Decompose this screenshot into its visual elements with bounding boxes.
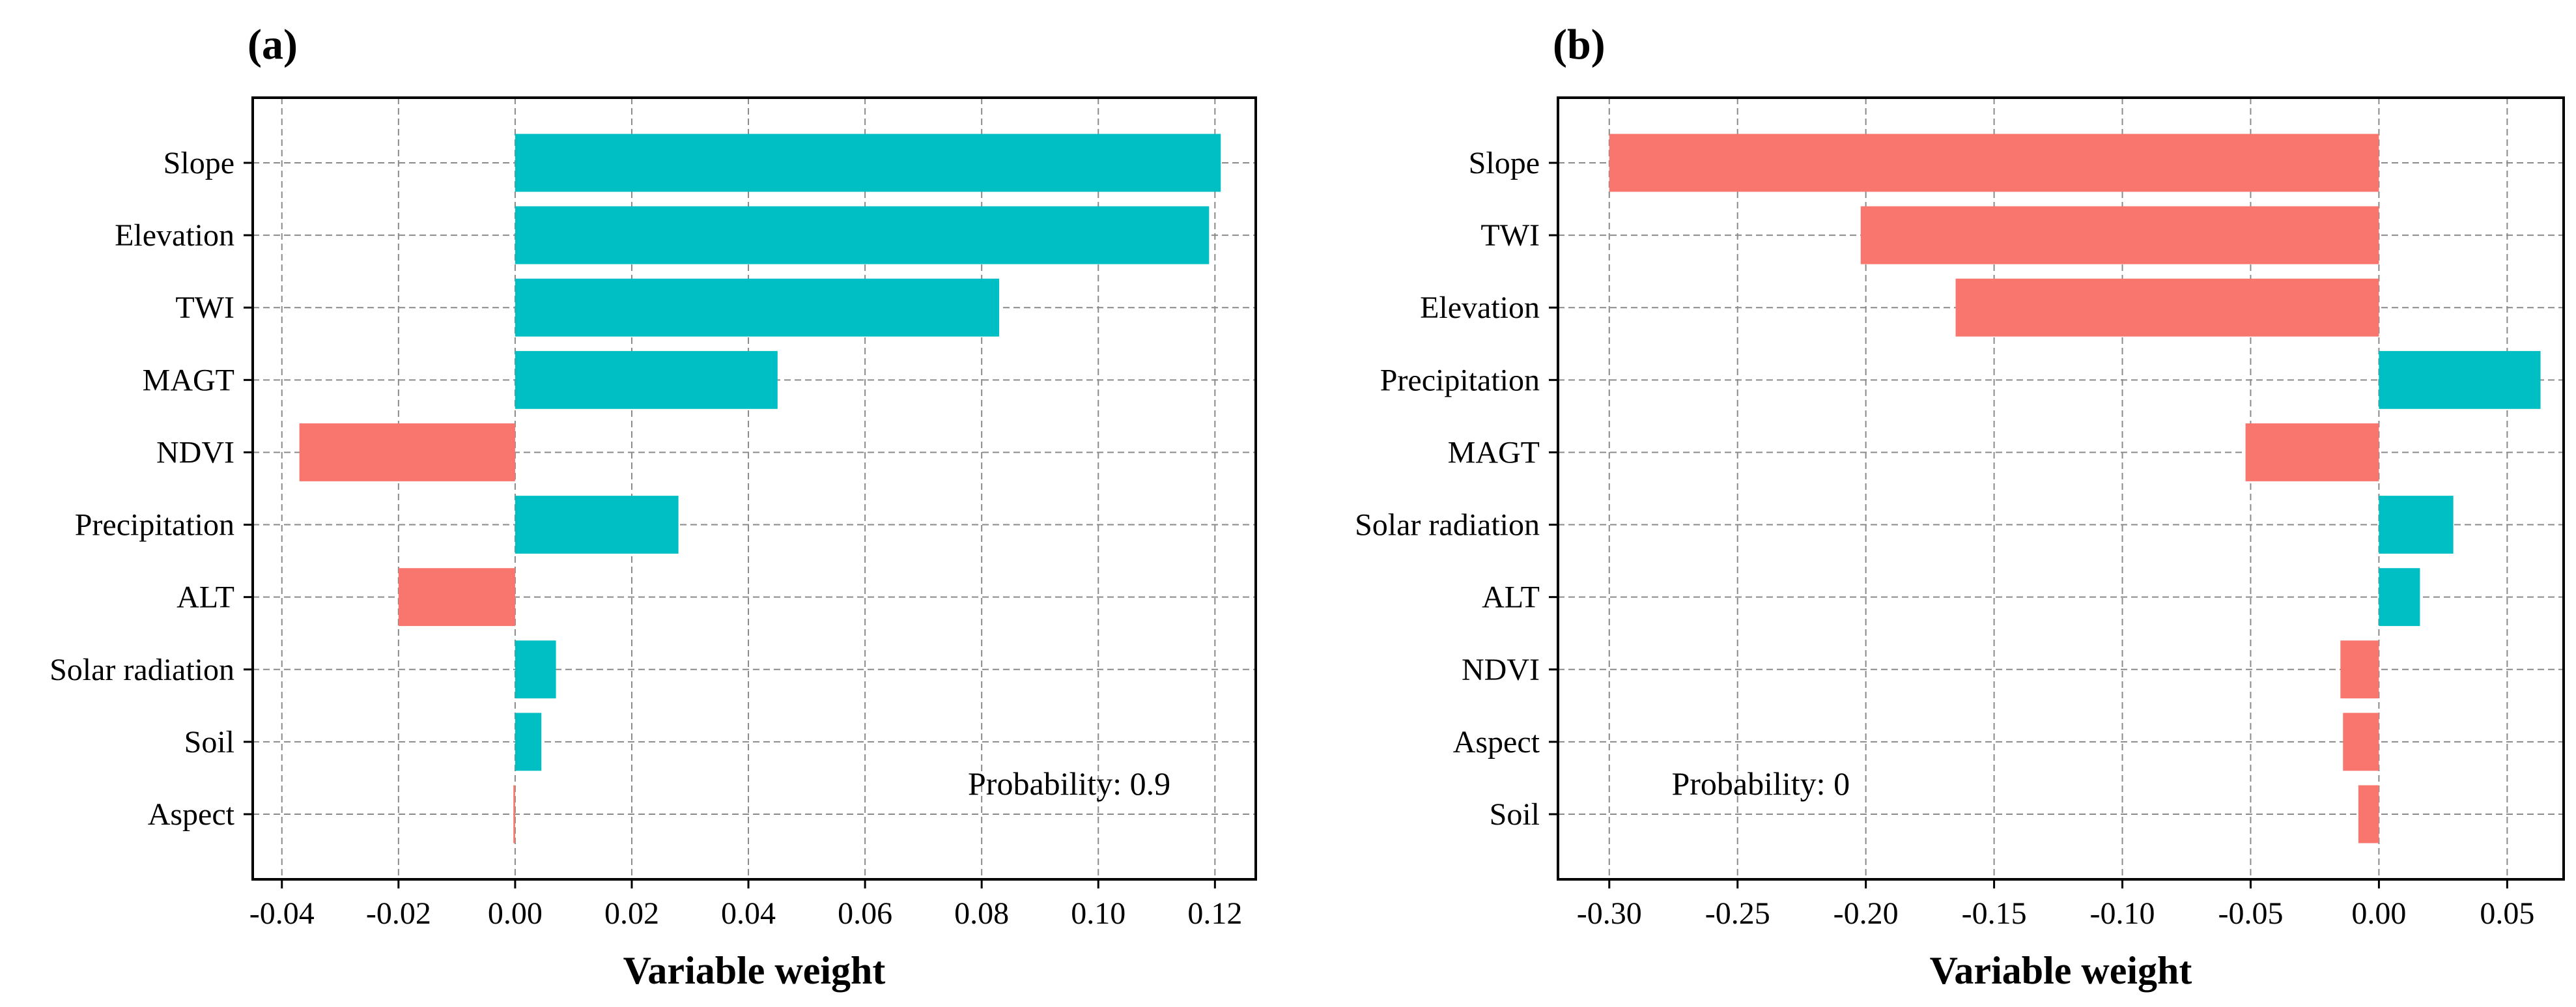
x-tick-label: 0.00 bbox=[488, 896, 543, 931]
x-tick-label: 0.10 bbox=[1071, 896, 1125, 931]
bar-ndvi bbox=[299, 423, 515, 481]
x-tick-label: -0.15 bbox=[1962, 896, 2027, 931]
bar-soil bbox=[515, 713, 542, 771]
y-tick-label: Soil bbox=[1490, 797, 1540, 832]
x-tick-label: -0.25 bbox=[1705, 896, 1770, 931]
y-tick-label: Slope bbox=[163, 146, 234, 180]
y-tick-label: Precipitation bbox=[75, 508, 234, 543]
x-tick-label: -0.02 bbox=[366, 896, 431, 931]
bar-magt bbox=[515, 350, 778, 409]
y-tick-label: MAGT bbox=[1448, 435, 1540, 470]
y-tick-label: ALT bbox=[177, 580, 234, 615]
bar-soil bbox=[2358, 785, 2379, 844]
bar-elevation bbox=[1955, 278, 2379, 337]
x-tick-label: 0.05 bbox=[2480, 896, 2534, 931]
y-tick-label: MAGT bbox=[143, 363, 234, 397]
panel-a: -0.04 -0.02 0.00 0.02 0.04 0.06 0.08 0.10 0.12 Sl… bbox=[50, 21, 1257, 992]
x-tick-label: 0.06 bbox=[838, 896, 892, 931]
y-tick-label: NDVI bbox=[156, 435, 234, 470]
bar-solar-radiation bbox=[2379, 496, 2454, 554]
x-tick-label: -0.04 bbox=[249, 896, 315, 931]
plot-frame bbox=[1557, 96, 2565, 881]
y-tick-label: Elevation bbox=[1420, 291, 1540, 325]
bar-precipitation bbox=[2379, 350, 2541, 409]
x-axis-title: Variable weight bbox=[623, 949, 886, 992]
y-tick-label: Aspect bbox=[148, 797, 235, 832]
bar-twi bbox=[1860, 206, 2379, 264]
bar-slope bbox=[1609, 134, 2379, 192]
y-tick-label: ALT bbox=[1482, 580, 1540, 615]
x-tick-label: 0.02 bbox=[604, 896, 659, 931]
bar-magt bbox=[2245, 423, 2379, 481]
y-tick-label: NDVI bbox=[1462, 653, 1540, 687]
x-tick-label: 0.04 bbox=[721, 896, 776, 931]
y-tick-label: Slope bbox=[1469, 146, 1540, 180]
panel-label: (b) bbox=[1553, 21, 1606, 68]
x-tick-label: 0.00 bbox=[2351, 896, 2406, 931]
bar-ndvi bbox=[2340, 640, 2379, 699]
bar-slope bbox=[515, 134, 1221, 192]
x-tick-label: 0.12 bbox=[1187, 896, 1242, 931]
x-tick-label: -0.05 bbox=[2218, 896, 2283, 931]
x-tick-label: 0.08 bbox=[954, 896, 1009, 931]
bar-precipitation bbox=[515, 496, 679, 554]
bar-twi bbox=[515, 278, 1000, 337]
bar-aspect bbox=[513, 785, 515, 844]
x-axis-title: Variable weight bbox=[1930, 949, 2192, 992]
y-tick-label: TWI bbox=[175, 291, 234, 325]
panel-label: (a) bbox=[248, 21, 298, 68]
x-tick-label: -0.30 bbox=[1577, 896, 1642, 931]
bar-solar-radiation bbox=[515, 640, 556, 699]
bar-alt bbox=[2379, 568, 2420, 627]
y-tick-label: Solar radiation bbox=[1355, 508, 1540, 543]
y-tick-label: Precipitation bbox=[1380, 363, 1540, 397]
x-tick-label: -0.10 bbox=[2090, 896, 2155, 931]
x-tick-label: -0.20 bbox=[1833, 896, 1899, 931]
bar-aspect bbox=[2343, 713, 2379, 771]
bar-elevation bbox=[515, 206, 1210, 264]
y-tick-label: TWI bbox=[1480, 218, 1540, 253]
plot-frame bbox=[251, 96, 1257, 881]
probability-annotation: Probability: 0.9 bbox=[968, 765, 1170, 802]
panel-b: -0.30 -0.25 -0.20 -0.15 -0.10 -0.05 0.00 0.05 Sl… bbox=[1355, 21, 2565, 992]
y-tick-label: Solar radiation bbox=[50, 653, 234, 687]
y-tick-label: Aspect bbox=[1453, 725, 1540, 759]
y-tick-label: Soil bbox=[184, 725, 234, 759]
probability-annotation: Probability: 0 bbox=[1671, 765, 1850, 802]
bar-alt bbox=[398, 568, 515, 627]
y-tick-label: Elevation bbox=[115, 218, 234, 253]
